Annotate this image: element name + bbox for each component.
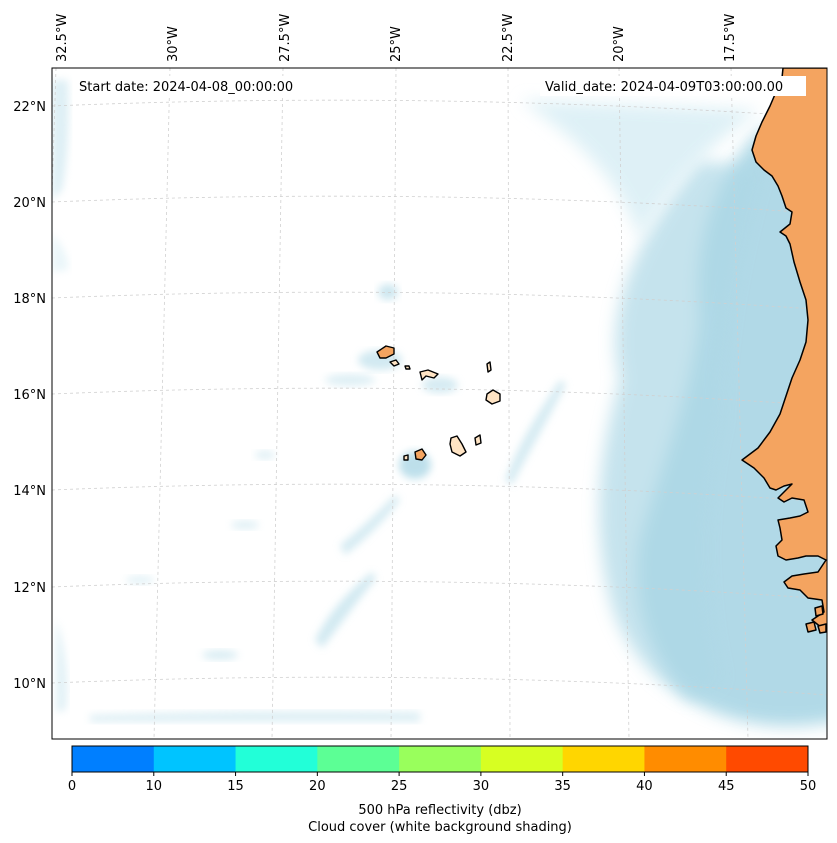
colorbar-segment-0 [72, 746, 155, 772]
lat-label-18n: 18°N [13, 292, 46, 307]
colorbar-segment-1 [153, 746, 237, 772]
colorbar-label-line1: 500 hPa reflectivity (dbz) [358, 803, 521, 818]
colorbar-segment-3 [317, 746, 400, 772]
colorbar-tick-label: 20 [309, 779, 326, 794]
cloud-haze-north [520, 100, 760, 240]
start-date-label: Start date: 2024-04-08_00:00:00 [79, 80, 293, 95]
lon-label-30w: 30°W [166, 26, 181, 62]
colorbar-ticks: 0 10 15 20 25 30 35 40 45 50 [68, 772, 816, 794]
cloud-patch-center [325, 374, 375, 386]
colorbar-segment-5 [480, 746, 564, 772]
colorbar-border [71, 745, 809, 773]
longitude-labels: 32.5°W 30°W 27.5°W 25°W 22.5°W 20°W 17.5… [55, 14, 738, 62]
island-sao-nicolau [419, 369, 439, 381]
cloud-streak-sw-1 [340, 495, 400, 555]
colorbar-segment-7 [644, 746, 727, 772]
map-frame [51, 67, 828, 740]
africa-mainland [741, 68, 827, 629]
cloud-streak-south-4 [126, 576, 154, 584]
valid-date-label: Valid_date: 2024-04-09T03:00:00.00 [545, 80, 783, 95]
island-fogo [414, 448, 427, 461]
cloud-streak-east-1 [505, 380, 566, 485]
colorbar-tick-label: 15 [227, 779, 244, 794]
graticule [52, 68, 827, 739]
meridian-30w [153, 68, 171, 739]
date-header: Start date: 2024-04-08_00:00:00 Valid_da… [74, 76, 806, 96]
island-santo-antao [376, 345, 395, 359]
parallel-12n [52, 580, 827, 600]
colorbar-segment-4 [399, 746, 482, 772]
cloud-streak-south-3 [255, 451, 275, 459]
cloud-streak-sw-2 [315, 572, 376, 648]
colorbar-segment-6 [562, 746, 645, 772]
lat-label-20n: 20°N [13, 196, 46, 211]
cloud-edge-west [52, 80, 69, 200]
parallel-22n [52, 99, 827, 119]
latitude-labels: 22°N 20°N 18°N 16°N 14°N 12°N 10°N [13, 100, 46, 692]
cloud-streak-south-1 [202, 650, 238, 660]
lon-label-17-5w: 17.5°W [723, 14, 738, 62]
bijagos-island-1 [814, 605, 824, 617]
lat-label-16n: 16°N [13, 388, 46, 403]
meridian-20w [618, 68, 630, 739]
lat-label-22n: 22°N [13, 100, 46, 115]
parallel-16n [52, 387, 827, 407]
cloud-streak-south-2 [231, 521, 259, 529]
meridian-17-5w [730, 68, 749, 739]
lon-label-25w: 25°W [389, 26, 404, 62]
colorbar-tick-label: 30 [473, 779, 490, 794]
cape-verde-islands [376, 345, 501, 461]
cloud-edge-west-low [56, 620, 68, 712]
start-date-box [74, 76, 312, 96]
parallel-20n [52, 195, 827, 215]
parallel-10n [52, 676, 827, 696]
cloud-cover-layer [52, 80, 827, 726]
lat-label-12n: 12°N [13, 581, 46, 596]
colorbar-tick-label: 45 [718, 779, 735, 794]
cloud-patch-mid [422, 377, 458, 393]
parallel-14n [52, 483, 827, 503]
lon-label-22-5w: 22.5°W [501, 14, 516, 62]
cloud-band-east-inner [599, 160, 760, 700]
bijagos-island-2 [805, 621, 817, 633]
colorbar-tick-label: 35 [554, 779, 571, 794]
island-sao-vicente [389, 359, 400, 367]
colorbar-segment-2 [235, 746, 318, 772]
meridian-25w [390, 68, 397, 739]
island-maio [474, 434, 482, 446]
lat-label-14n: 14°N [13, 484, 46, 499]
island-santiago [449, 435, 467, 457]
bijagos-island-3 [817, 623, 827, 634]
colorbar-tick-label: 50 [800, 779, 817, 794]
land-layer [741, 68, 827, 634]
lon-label-27-5w: 27.5°W [278, 14, 293, 62]
lon-label-20w: 20°W [612, 26, 627, 62]
lon-label-32-5w: 32.5°W [55, 14, 70, 62]
colorbar-tick-label: 25 [391, 779, 408, 794]
parallel-18n [52, 291, 827, 311]
island-brava [403, 454, 409, 461]
lat-label-10n: 10°N [13, 677, 46, 692]
colorbar-tick-label: 40 [636, 779, 653, 794]
island-sal [486, 361, 492, 373]
island-boa-vista [485, 389, 501, 405]
colorbar-tick-label: 10 [146, 779, 163, 794]
colorbar-tick-label: 0 [68, 779, 76, 794]
cloud-bottom-west [52, 235, 69, 272]
colorbar-segment-8 [726, 746, 809, 772]
island-santa-luzia [404, 365, 411, 370]
valid-date-box [540, 76, 806, 96]
colorbar-label-line2: Cloud cover (white background shading) [308, 820, 572, 835]
colorbar-segments [72, 746, 809, 772]
colorbar: 0 10 15 20 25 30 35 40 45 50 500 hPa reflectivity… [68, 745, 816, 835]
meridian-22-5w [507, 68, 511, 739]
cloud-band-bottom [90, 711, 420, 722]
meridian-27-5w [271, 68, 284, 739]
